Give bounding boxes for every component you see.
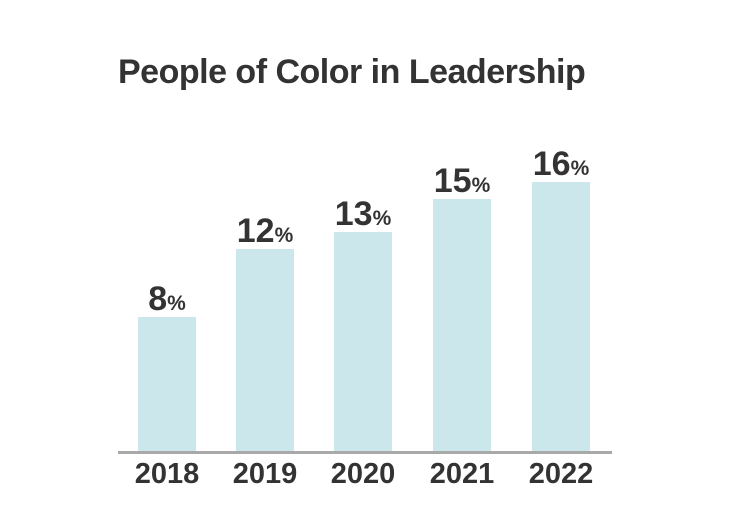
percent-sign: % [167,292,186,315]
value-number: 15 [433,162,472,200]
bar-2018 [138,317,196,452]
value-label-2020: 13% [335,197,392,231]
x-tick-label-2022: 2022 [528,458,594,490]
value-number: 13 [334,195,373,233]
value-label-2021: 15% [434,164,491,198]
x-tick-label-2021: 2021 [429,458,495,490]
percent-sign: % [570,157,590,180]
value-number: 12 [236,212,275,250]
value-label-2019: 12% [237,214,294,248]
percent-sign: % [372,207,392,230]
bar-2022 [532,182,590,452]
bar-2019 [236,249,294,452]
value-label-2022: 16% [533,147,590,181]
value-number: 8 [148,280,168,318]
x-tick-label-2019: 2019 [232,458,298,490]
value-number: 16 [532,145,571,183]
x-tick-label-2020: 2020 [330,458,396,490]
bar-2021 [433,199,491,452]
chart-title: People of Color in Leadership [118,53,586,91]
percent-sign: % [471,174,491,197]
percent-sign: % [274,224,294,247]
x-axis-line [118,451,612,454]
x-tick-label-2018: 2018 [134,458,200,490]
bar-2020 [334,232,392,452]
value-label-2018: 8% [148,282,186,316]
